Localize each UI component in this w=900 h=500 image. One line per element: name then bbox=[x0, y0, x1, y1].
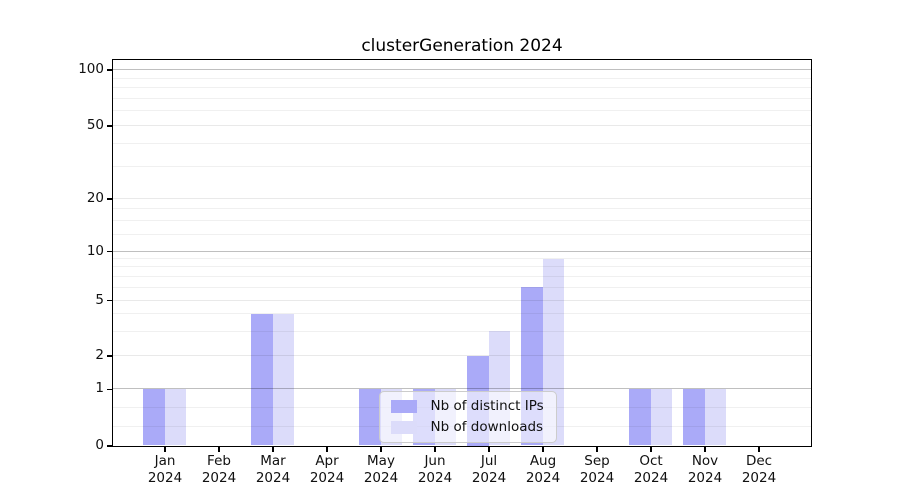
x-tick-label: Oct 2024 bbox=[633, 453, 669, 486]
legend: Nb of distinct IPs Nb of downloads bbox=[378, 390, 557, 443]
bar bbox=[272, 313, 294, 446]
y-tick-mark bbox=[107, 125, 112, 127]
y-tick-label: 2 bbox=[95, 347, 104, 363]
x-tick-mark bbox=[704, 446, 706, 452]
y-tick-label: 1 bbox=[95, 380, 104, 397]
x-tick-mark bbox=[218, 446, 220, 452]
x-tick-label: Dec 2024 bbox=[741, 453, 777, 486]
bar bbox=[650, 388, 672, 446]
y-tick-label: 100 bbox=[78, 61, 104, 77]
bar bbox=[164, 388, 186, 446]
x-tick-label: Jan 2024 bbox=[147, 453, 183, 486]
x-tick-mark bbox=[596, 446, 598, 452]
legend-item-distinct-ips: Nb of distinct IPs bbox=[390, 398, 544, 415]
x-tick-label: Apr 2024 bbox=[309, 453, 345, 486]
y-tick-mark bbox=[107, 355, 112, 357]
bar bbox=[359, 388, 381, 446]
x-tick-label: Jun 2024 bbox=[417, 453, 453, 486]
y-tick-mark bbox=[107, 388, 112, 390]
x-tick-label: Jul 2024 bbox=[471, 453, 507, 486]
x-tick-mark bbox=[650, 446, 652, 452]
y-tick-mark bbox=[107, 251, 112, 253]
x-tick-mark bbox=[380, 446, 382, 452]
bar bbox=[683, 388, 705, 446]
x-tick-mark bbox=[758, 446, 760, 452]
y-tick-label: 10 bbox=[86, 242, 104, 259]
x-tick-mark bbox=[272, 446, 274, 452]
chart-title: clusterGeneration 2024 bbox=[361, 36, 563, 56]
bars-layer bbox=[113, 60, 811, 446]
x-tick-label: Mar 2024 bbox=[255, 453, 291, 486]
y-tick-mark bbox=[107, 445, 112, 447]
x-tick-mark bbox=[326, 446, 328, 452]
x-tick-label: Sep 2024 bbox=[579, 453, 615, 486]
x-tick-label: Nov 2024 bbox=[687, 453, 723, 486]
y-tick-mark bbox=[107, 300, 112, 302]
y-tick-label: 0 bbox=[95, 437, 104, 453]
y-tick-mark bbox=[107, 69, 112, 71]
plot-area: Nb of distinct IPs Nb of downloads bbox=[111, 58, 812, 447]
bar bbox=[251, 313, 273, 446]
bar bbox=[143, 388, 165, 446]
x-tick-label: Feb 2024 bbox=[201, 453, 237, 486]
legend-label-downloads: Nb of downloads bbox=[430, 419, 544, 435]
bar bbox=[704, 388, 726, 446]
y-tick-label: 5 bbox=[95, 291, 104, 308]
x-tick-mark bbox=[488, 446, 490, 452]
x-tick-mark bbox=[542, 446, 544, 452]
legend-label-distinct-ips: Nb of distinct IPs bbox=[430, 398, 544, 414]
bar bbox=[629, 388, 651, 446]
legend-item-downloads: Nb of downloads bbox=[390, 419, 544, 436]
x-tick-label: Aug 2024 bbox=[525, 453, 561, 486]
legend-swatch-distinct-ips bbox=[390, 399, 417, 413]
x-tick-mark bbox=[434, 446, 436, 452]
legend-swatch-downloads bbox=[390, 420, 417, 434]
x-tick-label: May 2024 bbox=[363, 453, 399, 486]
y-tick-label: 20 bbox=[86, 190, 104, 206]
x-tick-mark bbox=[164, 446, 166, 452]
y-tick-mark bbox=[107, 198, 112, 200]
y-tick-label: 50 bbox=[86, 117, 104, 133]
